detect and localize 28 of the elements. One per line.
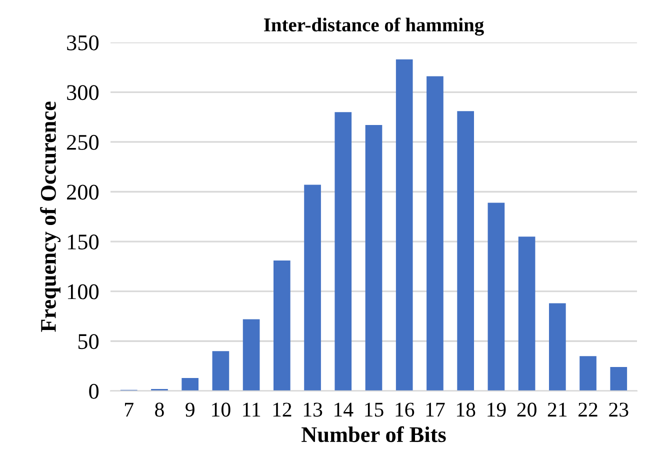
x-tick-label: 17 <box>426 402 445 416</box>
x-tick-label: 11 <box>243 402 260 416</box>
x-tick-label: 20 <box>517 402 536 417</box>
y-axis-title: Frequency of Occurence <box>40 102 60 332</box>
x-tick-label: 21 <box>548 402 567 416</box>
x-tick-label: 23 <box>609 402 628 417</box>
x-tick-label: 9 <box>186 402 194 417</box>
x-tick-label: 13 <box>304 402 322 417</box>
x-tick-label: 16 <box>396 402 414 417</box>
x-tick-label: 14 <box>334 402 354 416</box>
y-tick-label: 250 <box>67 134 99 150</box>
x-axis-title: Number of Bits <box>302 426 446 442</box>
y-tick-label: 350 <box>67 35 99 50</box>
x-tick-label: 10 <box>212 402 230 417</box>
y-tick-label: 150 <box>68 234 99 250</box>
x-tick-label: 7 <box>125 402 134 416</box>
x-tick-label: 15 <box>365 402 384 417</box>
x-tick-label: 12 <box>273 402 292 416</box>
y-tick-label: 50 <box>78 334 99 350</box>
x-tick-label: 22 <box>578 402 598 416</box>
x-tick-label: 18 <box>456 402 476 417</box>
chart-title: Inter-distance of hamming <box>264 18 484 36</box>
x-tick-label: 8 <box>155 402 164 417</box>
x-tick-label: 19 <box>488 402 506 417</box>
y-tick-label: 0 <box>89 384 99 399</box>
y-tick-label: 100 <box>68 284 99 300</box>
y-tick-label: 300 <box>67 85 99 100</box>
y-tick-label: 200 <box>67 184 99 200</box>
